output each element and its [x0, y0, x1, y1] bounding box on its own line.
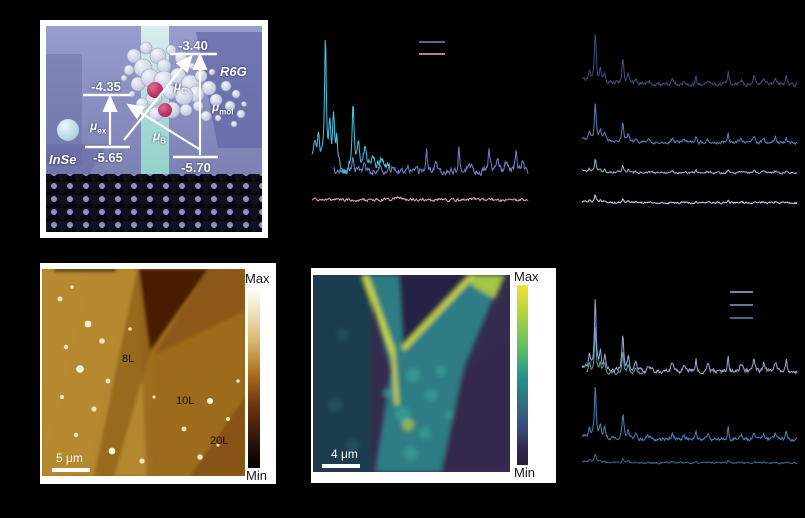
colorbar-min-label: Min	[246, 468, 267, 483]
spectrum-teal	[586, 327, 647, 376]
map-left-region	[313, 275, 371, 472]
panel-f-spectra-chart	[581, 291, 798, 465]
molecule-label: R6G	[220, 64, 247, 79]
spectrum-1	[582, 34, 798, 88]
scale-bar-label: 5 μm	[56, 451, 83, 465]
spectrum-dark	[581, 453, 798, 465]
background-shape	[46, 144, 108, 176]
afm-image: 8L 10L 20L 5 μm	[42, 269, 245, 476]
map-flake-region	[365, 275, 503, 472]
inse-lattice	[46, 174, 262, 232]
panel-a-graphics	[46, 26, 262, 232]
panel-a-illustration: -3.40 -4.35 -5.65 -5.70 R6G InSe μex μC …	[40, 20, 268, 238]
dipole-label-mol: μmol	[212, 100, 234, 117]
arrow-mu-c	[123, 54, 193, 141]
panel-e-raman-map: 4 μm Max Min	[311, 268, 556, 483]
panel-d-afm: 8L 10L 20L 5 μm Max Min	[40, 263, 276, 484]
map-speckles	[328, 329, 453, 460]
arrow-mu-b	[126, 103, 200, 150]
layer-label-8l: 8L	[122, 353, 135, 365]
spectrum-3	[581, 158, 798, 175]
map-bright-patch	[471, 275, 505, 299]
scale-bar	[52, 468, 90, 472]
panel-c-spectra-chart	[581, 34, 798, 205]
oxygen-atoms	[147, 82, 172, 117]
afm-particles	[57, 285, 240, 464]
energy-level-value: -4.35	[91, 79, 121, 94]
scale-bar-label: 4 μm	[331, 447, 358, 461]
raman-colorbar	[517, 285, 528, 465]
afm-colorbar	[248, 288, 260, 468]
spectrum-blue	[581, 386, 797, 443]
exciton-sphere	[57, 119, 79, 141]
map-bright-spot	[402, 419, 414, 431]
layer-label-20l: 20L	[210, 435, 229, 447]
map-right-region	[441, 331, 510, 472]
afm-graphics	[42, 269, 245, 476]
panel-a-scene: -3.40 -4.35 -5.65 -5.70 R6G InSe μex μC …	[46, 26, 262, 232]
spectrum-lilac	[581, 299, 798, 375]
colorbar-max-label: Max	[245, 271, 270, 286]
map-bright-edges	[362, 275, 475, 406]
scale-bar	[322, 464, 360, 468]
energy-level-value: -5.65	[93, 150, 123, 165]
colorbar-min-label: Min	[514, 465, 535, 480]
spectrum-cyan	[311, 39, 391, 175]
substrate-label: InSe	[49, 152, 77, 167]
panel-b-spectra-chart	[311, 39, 529, 203]
energy-level-value: -5.70	[181, 160, 211, 175]
layer-label-10l: 10L	[176, 395, 195, 407]
energy-level-value: -3.40	[178, 38, 208, 53]
dipole-label-b: μB	[153, 129, 167, 146]
dipole-label-c: μC	[174, 79, 188, 96]
dipole-label-ex: μex	[90, 119, 107, 136]
baseline-pink	[311, 195, 529, 203]
spectrum-2	[581, 103, 798, 146]
dipole-arrows	[102, 52, 208, 155]
spectrum-blue	[333, 146, 529, 177]
colorbar-max-label: Max	[514, 269, 539, 284]
spectrum-4	[581, 193, 798, 205]
raman-map-image: 4 μm	[313, 275, 510, 472]
afm-terraces	[42, 269, 245, 476]
raman-map-graphics	[313, 275, 510, 472]
